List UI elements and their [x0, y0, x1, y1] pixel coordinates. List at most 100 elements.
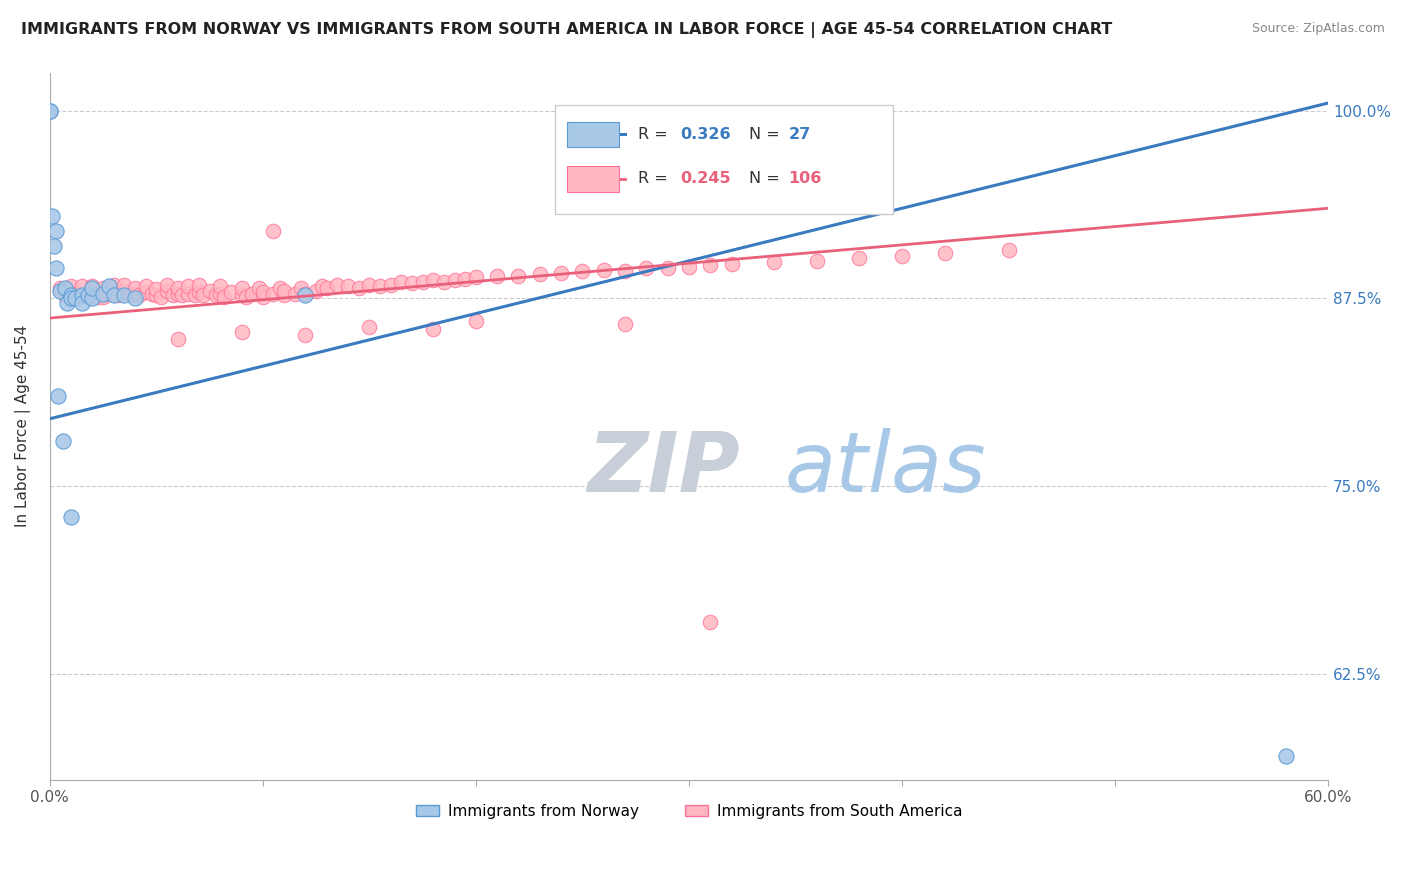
Point	[60, 279, 83, 293]
Point	[112, 288, 135, 302]
Point	[149, 290, 172, 304]
Point	[86, 290, 108, 304]
Point	[141, 287, 163, 301]
Point	[657, 261, 679, 276]
Point	[443, 273, 465, 287]
Point	[997, 244, 1019, 258]
Point	[337, 279, 360, 293]
Point	[315, 281, 337, 295]
Point	[145, 288, 167, 302]
Point	[120, 288, 142, 302]
Point	[205, 288, 228, 302]
Point	[166, 281, 188, 295]
Point	[98, 279, 121, 293]
Point	[290, 281, 312, 295]
Y-axis label: In Labor Force | Age 45-54: In Labor Force | Age 45-54	[15, 326, 31, 527]
Point	[77, 290, 100, 304]
Point	[486, 268, 509, 283]
Point	[187, 285, 209, 300]
Text: Source: ZipAtlas.com: Source: ZipAtlas.com	[1251, 22, 1385, 36]
Point	[56, 296, 79, 310]
Point	[98, 287, 121, 301]
Point	[51, 434, 73, 449]
Point	[235, 290, 257, 304]
Point	[128, 288, 150, 302]
Point	[103, 285, 125, 300]
Point	[91, 287, 114, 301]
Point	[38, 103, 60, 118]
Point	[311, 279, 333, 293]
Point	[252, 285, 274, 300]
Point	[156, 277, 179, 292]
Text: ZIP: ZIP	[586, 428, 740, 509]
Point	[82, 292, 104, 306]
FancyBboxPatch shape	[568, 166, 619, 192]
Point	[422, 321, 444, 335]
Point	[103, 288, 125, 302]
Point	[389, 275, 412, 289]
Point	[214, 290, 236, 304]
Point	[508, 268, 530, 283]
Point	[247, 281, 270, 295]
Text: R =: R =	[638, 127, 672, 142]
Text: N =: N =	[749, 171, 785, 186]
Point	[124, 292, 146, 306]
Point	[326, 277, 349, 292]
Point	[82, 287, 104, 301]
Point	[42, 239, 65, 253]
Text: IMMIGRANTS FROM NORWAY VS IMMIGRANTS FROM SOUTH AMERICA IN LABOR FORCE | AGE 45-: IMMIGRANTS FROM NORWAY VS IMMIGRANTS FRO…	[21, 22, 1112, 38]
Text: 0.245: 0.245	[681, 171, 731, 186]
Point	[38, 103, 60, 118]
FancyBboxPatch shape	[568, 121, 619, 147]
Point	[41, 209, 63, 223]
Point	[162, 288, 184, 302]
Point	[412, 275, 434, 289]
Point	[65, 292, 87, 306]
Point	[198, 284, 221, 298]
Text: R =: R =	[638, 171, 672, 186]
Point	[77, 288, 100, 302]
Point	[124, 281, 146, 295]
FancyBboxPatch shape	[555, 104, 893, 214]
Point	[135, 285, 157, 300]
Point	[60, 509, 83, 524]
Point	[124, 287, 146, 301]
Point	[70, 288, 93, 302]
Point	[103, 277, 125, 292]
Point	[284, 287, 307, 301]
Legend: Immigrants from Norway, Immigrants from South America: Immigrants from Norway, Immigrants from …	[409, 797, 969, 825]
Point	[65, 287, 87, 301]
Point	[263, 224, 285, 238]
Point	[934, 246, 956, 260]
Point	[347, 281, 370, 295]
Point	[145, 283, 167, 297]
Point	[401, 277, 423, 291]
Point	[273, 284, 295, 298]
Point	[464, 270, 486, 285]
Point	[45, 261, 67, 276]
Point	[49, 281, 72, 295]
Point	[269, 281, 291, 295]
Point	[614, 264, 637, 278]
Point	[187, 277, 209, 292]
Point	[240, 287, 263, 301]
Point	[45, 224, 67, 238]
Point	[891, 249, 914, 263]
Point	[550, 266, 572, 280]
Point	[699, 259, 721, 273]
Point	[763, 255, 786, 269]
Point	[636, 261, 658, 276]
Point	[614, 317, 637, 331]
Point	[273, 288, 295, 302]
Point	[209, 279, 232, 293]
Point	[170, 288, 193, 302]
Point	[294, 327, 316, 342]
Point	[70, 296, 93, 310]
Point	[70, 279, 93, 293]
Point	[294, 287, 316, 301]
Point	[571, 264, 593, 278]
Point	[529, 268, 551, 282]
Point	[177, 287, 200, 301]
Point	[60, 292, 83, 306]
Point	[70, 288, 93, 302]
